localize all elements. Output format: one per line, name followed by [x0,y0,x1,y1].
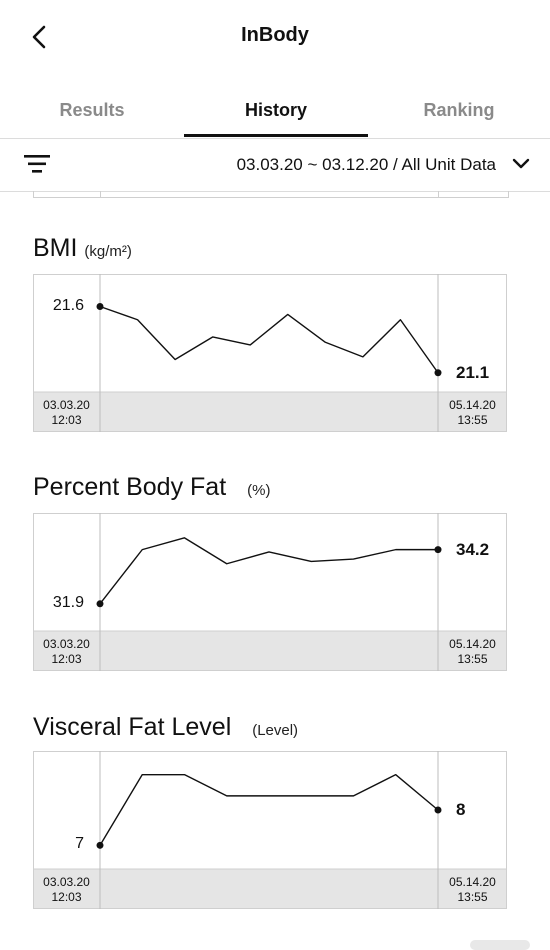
chart-title: Visceral Fat Level (Level) [33,713,298,742]
end-value-label: 34.2 [456,539,490,559]
start-value-label: 31.9 [52,593,84,611]
start-date-label: 03.03.20 12:03 [33,398,100,428]
end-time: 13:55 [457,413,488,427]
chart-title-text: Visceral Fat Level [33,713,232,741]
end-date: 05.14.20 [449,398,496,412]
chart-plot [33,513,507,671]
end-point [434,369,442,377]
start-date: 03.03.20 [43,875,90,889]
page-title: InBody [241,24,309,46]
chart-section-body-fat: Percent Body Fat (%) 31.9 34.2 03.03.20 12:… [0,467,550,677]
start-point [96,600,104,608]
end-date-label: 05.14.20 13:55 [438,875,507,905]
chart-title: BMI (kg/m²) [33,234,132,263]
date-band [33,868,507,909]
chart-plot [33,274,507,432]
active-tab-indicator [184,134,368,137]
date-band [33,630,507,671]
previous-chart-edge [33,191,509,198]
end-time: 13:55 [457,652,488,666]
chart-plot [33,751,507,909]
end-time: 13:55 [457,890,488,904]
previous-chart-divider [100,191,101,197]
chart-title: Percent Body Fat (%) [33,473,270,502]
chevron-down-icon[interactable] [512,157,530,171]
home-indicator [470,940,530,950]
back-arrow-icon[interactable] [26,22,56,52]
start-time: 12:03 [51,652,82,666]
start-point [96,841,104,849]
previous-chart-divider [438,191,439,197]
tab-results[interactable]: Results [59,100,125,120]
start-date: 03.03.20 [43,398,90,412]
bmi-chart[interactable]: 21.6 21.1 03.03.20 12:03 05.14.20 13:55 [33,274,507,434]
chart-section-bmi: BMI (kg/m²) 21.6 21.1 03.03.20 12:03 05.14.2… [0,228,550,438]
start-date-label: 03.03.20 12:03 [33,875,100,905]
series-line [99,537,438,605]
start-value-label: 21.6 [52,296,84,314]
chart-section-visceral-fat: Visceral Fat Level (Level) 7 8 03.03.20 12:… [0,707,550,917]
chart-unit: (%) [247,482,271,499]
chart-title-text: Percent Body Fat [33,473,227,501]
chart-title-text: BMI [33,234,78,262]
end-point [434,806,442,814]
end-value-label: 8 [456,800,466,819]
start-time: 12:03 [51,890,82,904]
top-bar: InBody [0,0,550,72]
tab-history[interactable]: History [244,100,307,120]
end-value-label: 21.1 [456,362,490,382]
end-date: 05.14.20 [449,637,496,651]
filter-icon[interactable] [24,153,50,175]
start-date-label: 03.03.20 12:03 [33,637,100,667]
start-time: 12:03 [51,413,82,427]
visceral-fat-chart[interactable]: 7 8 03.03.20 12:03 05.14.20 13:55 [33,751,507,913]
start-date: 03.03.20 [43,637,90,651]
start-value-label: 7 [75,835,84,853]
chart-unit: (kg/m²) [84,243,132,260]
body-fat-chart[interactable]: 31.9 34.2 03.03.20 12:03 05.14.20 13:55 [33,513,507,673]
date-range-selector[interactable]: 03.03.20 ~ 03.12.20 / All Unit Data [236,155,496,174]
date-band [33,391,507,432]
chart-unit: (Level) [252,722,299,739]
filter-bar: 03.03.20 ~ 03.12.20 / All Unit Data [0,139,550,192]
tab-ranking[interactable]: Ranking [423,100,495,120]
end-date-label: 05.14.20 13:55 [438,637,507,667]
end-date: 05.14.20 [449,875,496,889]
series-line [99,305,439,374]
tab-bar: Results History Ranking [0,88,550,139]
series-line [99,773,439,846]
start-point [96,303,104,310]
end-date-label: 05.14.20 13:55 [438,398,507,428]
end-point [434,546,442,554]
